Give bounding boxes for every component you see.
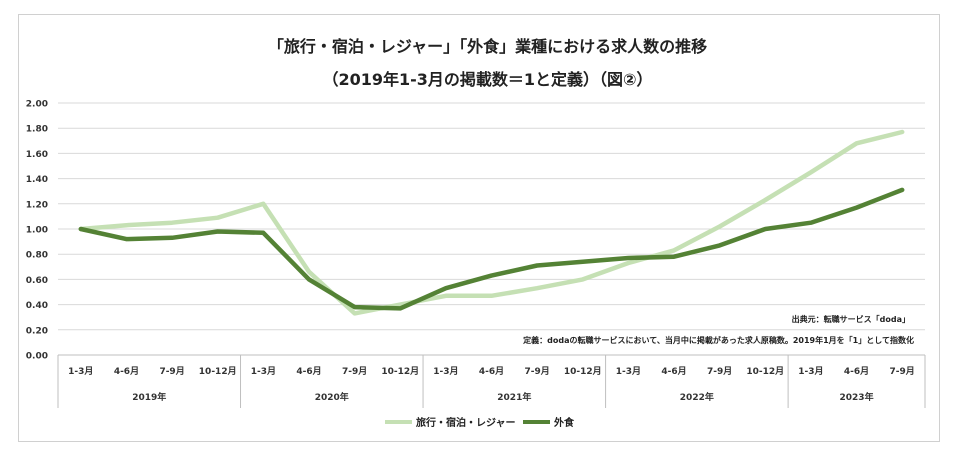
x-tick-label: 1-3月 (68, 366, 93, 377)
y-tick-label: 0.20 (26, 326, 48, 336)
x-tick-label: 10-12月 (564, 366, 602, 377)
x-tick-label: 7-9月 (342, 366, 367, 377)
y-tick-label: 0.80 (26, 251, 48, 261)
x-tick-label: 7-9月 (159, 366, 184, 377)
x-tick-label: 1-3月 (616, 366, 641, 377)
series-line-1 (78, 187, 905, 311)
series-lines (78, 129, 905, 316)
series-line-0 (78, 129, 905, 316)
year-label: 2020年 (315, 391, 349, 403)
y-axis-ticks: 0.00 0.20 0.40 0.60 0.80 1.00 1.20 1.40 1.60 1.80… (26, 100, 48, 362)
x-tick-label: 7-9月 (524, 366, 549, 377)
y-tick-label: 0.40 (26, 301, 48, 311)
x-tick-label: 10-12月 (199, 366, 237, 377)
y-tick-label: 1.80 (26, 125, 48, 135)
y-tick-label: 0.60 (26, 276, 48, 286)
x-tick-label: 4-6月 (661, 366, 686, 377)
legend-label-restaurant: 外食 (553, 416, 575, 429)
legend: 旅行・宿泊・レジャー 外食 (385, 416, 575, 429)
y-tick-label: 1.20 (26, 200, 48, 210)
x-tick-label: 1-3月 (433, 366, 458, 377)
y-tick-label: 0.00 (26, 352, 48, 362)
definition-annotation: 定義：dodaの転職サービスにおいて、当月中に掲載があった求人原稿数。2019年… (522, 335, 914, 345)
x-tick-label: 4-6月 (844, 366, 869, 377)
year-label: 2021年 (497, 391, 531, 403)
x-tick-label: 4-6月 (296, 366, 321, 377)
x-axis: 1-3月 4-6月 7-9月 10-12月 1-3月 4-6月 7-9月 10-12月 1-3月… (57, 355, 926, 408)
x-tick-label: 4-6月 (479, 366, 504, 377)
x-tick-label: 1-3月 (251, 366, 276, 377)
year-label: 2023年 (840, 391, 874, 403)
y-tick-label: 2.00 (26, 100, 48, 110)
x-tick-label: 10-12月 (381, 366, 419, 377)
x-tick-label: 7-9月 (707, 366, 732, 377)
year-label: 2022年 (680, 391, 714, 403)
y-tick-label: 1.60 (26, 150, 48, 160)
source-annotation: 出典元：転職サービス「doda」 (792, 314, 910, 324)
year-label: 2019年 (132, 391, 166, 403)
chart-title: 「旅行・宿泊・レジャー」「外食」業種における求人数の推移 (267, 37, 708, 56)
x-tick-label: 1-3月 (798, 366, 823, 377)
legend-label-travel: 旅行・宿泊・レジャー (416, 416, 516, 429)
x-tick-label: 7-9月 (890, 366, 915, 377)
y-tick-label: 1.40 (26, 175, 48, 185)
x-tick-label: 4-6月 (114, 366, 139, 377)
chart-subtitle: （2019年1-3月の掲載数＝1と定義）（図②） (322, 70, 653, 89)
y-tick-label: 1.00 (26, 226, 48, 236)
x-tick-label: 10-12月 (746, 366, 784, 377)
